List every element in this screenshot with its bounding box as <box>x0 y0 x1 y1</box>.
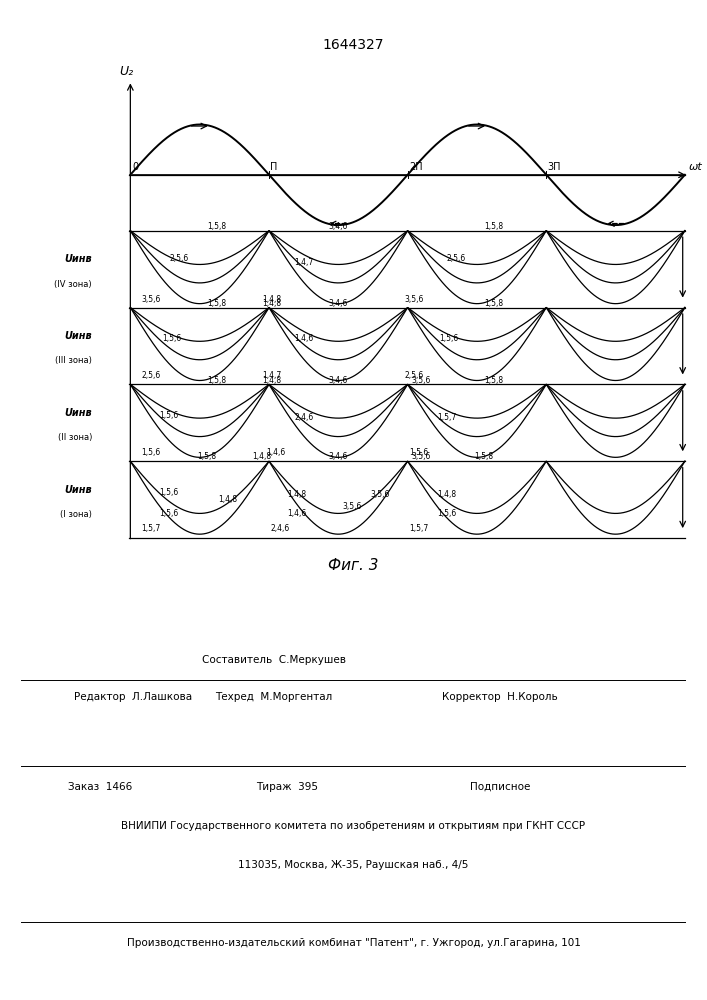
Text: 2,4,6: 2,4,6 <box>271 524 290 533</box>
Text: 1,5,8: 1,5,8 <box>484 299 503 308</box>
Text: Корректор  Н.Король: Корректор Н.Король <box>442 692 558 702</box>
Text: 3,4,6: 3,4,6 <box>329 299 348 308</box>
Text: Uинв: Uинв <box>64 254 92 264</box>
Text: Uинв: Uинв <box>64 408 92 418</box>
Text: 2Π: 2Π <box>409 162 423 172</box>
Text: 3,5,6: 3,5,6 <box>411 452 431 461</box>
Text: 1,5,8: 1,5,8 <box>206 222 226 231</box>
Text: U₂: U₂ <box>119 65 134 78</box>
Text: Заказ  1466: Заказ 1466 <box>68 782 132 792</box>
Text: 2,5,6: 2,5,6 <box>141 371 160 380</box>
Text: 1,4,6: 1,4,6 <box>267 448 286 457</box>
Text: 1,5,6: 1,5,6 <box>160 411 179 420</box>
Text: 1,4,8: 1,4,8 <box>262 299 281 308</box>
Text: 1,5,7: 1,5,7 <box>437 413 456 422</box>
Text: (II зона): (II зона) <box>57 433 92 442</box>
Text: 1,5,7: 1,5,7 <box>409 524 428 533</box>
Text: 3,5,6: 3,5,6 <box>411 376 431 385</box>
Text: 1,5,8: 1,5,8 <box>197 452 216 461</box>
Text: 113035, Москва, Ж-35, Раушская наб., 4/5: 113035, Москва, Ж-35, Раушская наб., 4/5 <box>238 860 469 870</box>
Text: 2,5,6: 2,5,6 <box>447 254 466 263</box>
Text: 1,4,8: 1,4,8 <box>437 490 456 499</box>
Text: Тираж  395: Тираж 395 <box>256 782 318 792</box>
Text: 1,4,8: 1,4,8 <box>218 495 237 504</box>
Text: 1,5,6: 1,5,6 <box>163 334 182 343</box>
Text: Редактор  Л.Лашкова: Редактор Л.Лашкова <box>74 692 192 702</box>
Text: (I зона): (I зона) <box>60 510 92 519</box>
Text: 3,4,6: 3,4,6 <box>329 376 348 385</box>
Text: 1,5,8: 1,5,8 <box>484 222 503 231</box>
Text: (III зона): (III зона) <box>55 356 92 365</box>
Text: 1,4,8: 1,4,8 <box>262 376 281 385</box>
Text: 1,4,7: 1,4,7 <box>294 258 313 267</box>
Text: 1,5,6: 1,5,6 <box>440 334 459 343</box>
Text: 1,4,6: 1,4,6 <box>294 334 313 343</box>
Text: 3,5,6: 3,5,6 <box>405 295 424 304</box>
Text: 1,5,6: 1,5,6 <box>437 509 456 518</box>
Text: ωt: ωt <box>689 162 703 172</box>
Text: 0: 0 <box>132 162 139 172</box>
Text: 1,5,6: 1,5,6 <box>409 448 428 457</box>
Text: Π: Π <box>270 162 278 172</box>
Text: Uинв: Uинв <box>64 331 92 341</box>
Text: Составитель  С.Меркушев: Составитель С.Меркушев <box>201 655 346 665</box>
Text: 1,4,8: 1,4,8 <box>287 490 306 499</box>
Text: 1,5,6: 1,5,6 <box>160 509 179 518</box>
Text: 3,5,6: 3,5,6 <box>370 490 390 499</box>
Text: Производственно-издательский комбинат "Патент", г. Ужгород, ул.Гагарина, 101: Производственно-издательский комбинат "П… <box>127 938 580 948</box>
Text: 1,4,7: 1,4,7 <box>262 371 281 380</box>
Text: Техред  М.Моргентал: Техред М.Моргентал <box>215 692 332 702</box>
Text: 3,5,6: 3,5,6 <box>342 502 362 511</box>
Text: 3,4,6: 3,4,6 <box>329 452 348 461</box>
Text: 1,5,6: 1,5,6 <box>160 488 179 497</box>
Text: 1,5,6: 1,5,6 <box>141 448 160 457</box>
Text: 1,5,8: 1,5,8 <box>474 452 493 461</box>
Text: ВНИИПИ Государственного комитета по изобретениям и открытиям при ГКНТ СССР: ВНИИПИ Государственного комитета по изоб… <box>122 821 585 831</box>
Text: 1,5,8: 1,5,8 <box>206 376 226 385</box>
Text: 1,5,8: 1,5,8 <box>206 299 226 308</box>
Text: 1,5,7: 1,5,7 <box>141 524 160 533</box>
Text: 3,5,6: 3,5,6 <box>141 295 160 304</box>
Text: 1,4,8: 1,4,8 <box>252 452 271 461</box>
Text: 1644327: 1644327 <box>323 38 384 52</box>
Text: Подписное: Подписное <box>469 782 530 792</box>
Text: 1,5,8: 1,5,8 <box>484 376 503 385</box>
Text: 2,4,6: 2,4,6 <box>294 413 313 422</box>
Text: Uинв: Uинв <box>64 485 92 495</box>
Text: Фиг. 3: Фиг. 3 <box>328 558 379 572</box>
Text: 3,4,6: 3,4,6 <box>329 222 348 231</box>
Text: 2,5,6: 2,5,6 <box>169 254 189 263</box>
Text: 2,5,6: 2,5,6 <box>405 371 424 380</box>
Text: 1,4,8: 1,4,8 <box>262 295 281 304</box>
Text: 3Π: 3Π <box>548 162 561 172</box>
Text: (IV зона): (IV зона) <box>54 280 92 289</box>
Text: 1,4,6: 1,4,6 <box>287 509 306 518</box>
